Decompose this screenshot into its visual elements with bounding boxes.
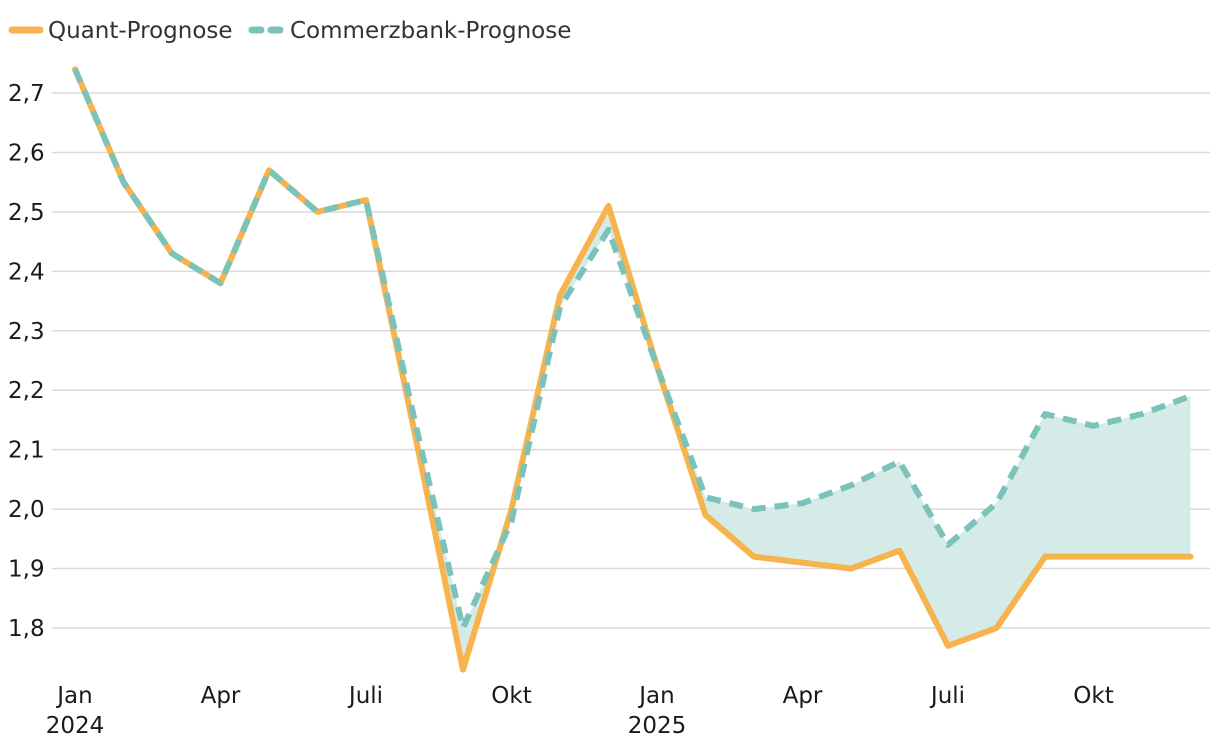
x-tick-label: Juli: [929, 683, 965, 709]
y-tick-label: 2,4: [8, 259, 45, 285]
x-tick-label: Apr: [783, 683, 823, 709]
x-axis: Jan 2024 Apr Juli Okt Jan 2025 Apr Juli Okt: [46, 683, 1114, 739]
x-tick-label: Juli: [347, 683, 383, 709]
y-tick-label: 2,6: [8, 140, 45, 166]
y-tick-label: 2,1: [8, 438, 45, 464]
y-tick-label: 1,8: [8, 616, 45, 642]
x-tick-label: Okt: [491, 683, 531, 709]
y-tick-label: 1,9: [8, 557, 45, 583]
y-tick-label: 2,3: [8, 319, 45, 345]
y-tick-label: 2,5: [8, 200, 45, 226]
y-tick-label: 2,0: [8, 497, 45, 523]
legend: Quant-Prognose Commerzbank-Prognose: [8, 18, 571, 44]
y-tick-label: 2,7: [8, 81, 45, 107]
legend-label-commerzbank: Commerzbank-Prognose: [290, 18, 571, 44]
x-tick-label: Jan: [637, 683, 674, 709]
x-tick-label: Okt: [1073, 683, 1113, 709]
plot-area: [72, 66, 1194, 673]
x-tick-label: Jan: [55, 683, 92, 709]
x-tick-year-label: 2024: [46, 713, 105, 739]
forecast-gap-area: [75, 69, 1191, 670]
x-tick-label: Apr: [201, 683, 241, 709]
series-line-commerzbank: [72, 68, 1192, 631]
x-tick-year-label: 2025: [628, 713, 687, 739]
y-tick-label: 2,2: [8, 378, 45, 404]
y-axis: 2,7 2,6 2,5 2,4 2,3 2,2 2,1 2,0 1,9 1,8: [8, 81, 45, 642]
legend-label-quant: Quant-Prognose: [48, 18, 233, 44]
